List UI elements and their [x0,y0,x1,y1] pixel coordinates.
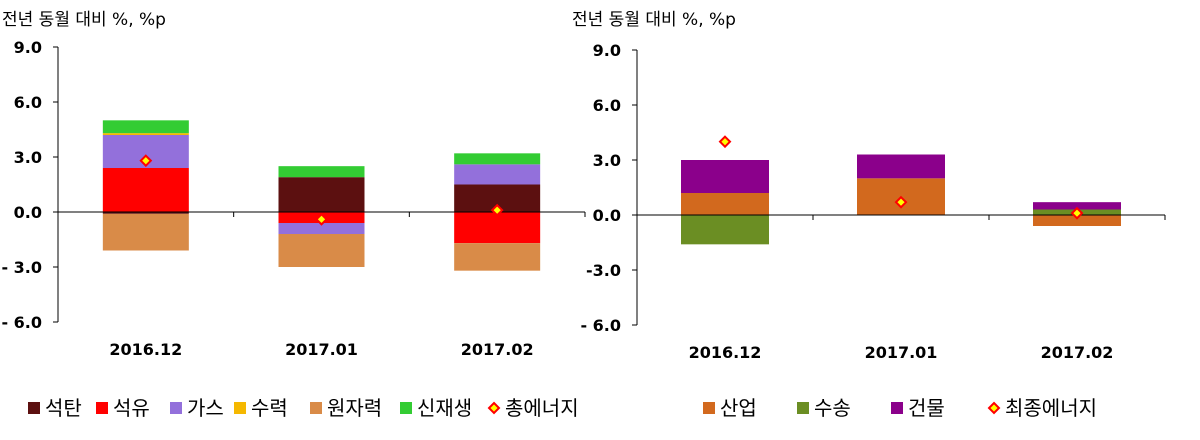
x-category-label: 2017.01 [285,340,358,359]
legend-swatch [310,402,322,414]
total-marker-2017.02 [1070,206,1084,220]
bar-segment-원자력-2017.02 [454,243,541,271]
legend-swatch [234,402,246,414]
legend-label: 석유 [113,396,150,420]
legend-swatch [891,402,903,414]
legend-label: 총에너지 [505,396,579,420]
bar-segment-원자력-2017.01 [278,234,365,267]
bar-segment-석탄-2016.12 [102,212,189,214]
x-category-label: 2017.01 [865,343,938,362]
legend-label: 건물 [908,396,945,420]
bar-segment-건물-2016.12 [681,160,769,193]
bar-segment-가스-2017.02 [454,164,541,185]
bar-segment-석유-2016.12 [102,168,189,212]
y-tick-label: 0.0 [593,206,621,225]
bar-segment-원자력-2016.12 [102,213,189,251]
y-tick-label: 6.0 [593,96,621,115]
bar-segment-수력-2016.12 [102,133,189,135]
x-category-label: 2017.02 [1041,343,1114,362]
bar-segment-석유-2017.02 [454,212,541,244]
bar-segment-산업-2016.12 [681,193,769,215]
y-tick-label: - 3.0 [1,258,42,277]
bar-segment-신재생-2017.02 [454,153,541,165]
legend-label: 가스 [187,396,224,420]
legend-swatch [28,402,40,414]
legend-swatch [400,402,412,414]
x-category-label: 2017.02 [461,340,534,359]
unit-label: 전년 동월 대비 %, %p [2,10,166,30]
legend-label: 신재생 [417,396,472,420]
y-tick-label: 0.0 [14,203,42,222]
y-tick-label: -3.0 [586,261,621,280]
legend-swatch [96,402,108,414]
y-tick-label: - 6.0 [580,316,621,335]
bar-segment-가스-2017.01 [278,223,365,234]
legend-swatch [170,402,182,414]
legend-label: 수력 [251,396,288,420]
total-marker-2016.12 [718,135,732,149]
y-tick-label: 3.0 [593,151,621,170]
bar-segment-건물-2017.01 [857,154,945,179]
chart-2: 전년 동월 대비 %, %p 9.0 6.0 3.0 0.0 -3.0 - 6.0 2016.… [572,10,1166,420]
y-tick-label: 9.0 [593,41,621,60]
chart-1: 전년 동월 대비 %, %p 9.0 6.0 3.0 0.0 - 3.0 - 6.0 2016… [1,10,586,420]
legend: 석탄 석유 가스 수력 원자력 신재생 총에너지 [28,396,579,420]
legend: 산업 수송 건물 최종에너지 [703,396,1097,420]
legend-swatch [797,402,809,414]
bar-segment-산업-2017.02 [1033,215,1121,226]
legend-label: 최종에너지 [1005,396,1097,420]
y-tick-label: 3.0 [14,148,42,167]
unit-label: 전년 동월 대비 %, %p [572,10,736,30]
legend-swatch [703,402,715,414]
y-tick-label: 9.0 [14,38,42,57]
y-tick-label: - 6.0 [1,313,42,332]
legend-label: 산업 [720,396,757,420]
y-tick-label: 6.0 [14,93,42,112]
bar-segment-석탄-2017.01 [278,177,365,212]
bar-segment-신재생-2016.12 [102,120,189,134]
legend-marker [987,401,1001,415]
legend-label: 수송 [814,396,851,420]
bar-segment-수송-2016.12 [681,215,769,245]
total-marker-2017.02 [490,203,504,217]
bar-segment-건물-2017.02 [1033,202,1121,210]
total-marker-2017.01 [315,212,328,226]
legend-marker [487,401,501,415]
x-category-label: 2016.12 [689,343,762,362]
bar-segment-신재생-2017.01 [278,166,365,178]
legend-label: 원자력 [327,396,382,420]
legend-label: 석탄 [45,396,82,420]
total-marker-2017.01 [894,195,908,209]
x-category-label: 2016.12 [109,340,182,359]
total-marker-2016.12 [139,154,153,168]
